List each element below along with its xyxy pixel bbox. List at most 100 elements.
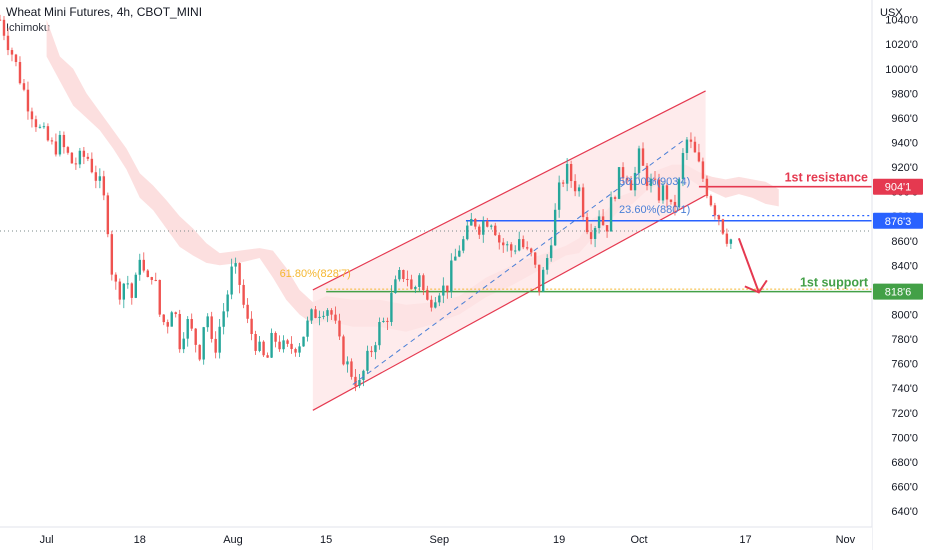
candle-body — [470, 219, 473, 226]
candle-body — [186, 318, 189, 339]
candle-body — [274, 332, 277, 342]
candle-body — [382, 320, 385, 322]
candle-body — [290, 343, 293, 350]
candle-body — [266, 355, 269, 358]
y-tick-label: 940'0 — [891, 137, 918, 149]
candle-body — [569, 164, 573, 182]
y-tick-label: 1020'0 — [885, 39, 918, 51]
candle-body — [302, 336, 305, 347]
annotations: 50.00%(903'4) 23.60%(880'1) 61.80%(828'7) 1… — [280, 138, 869, 385]
candle-body — [50, 140, 54, 142]
candle-body — [577, 187, 581, 192]
y-tick-label: 700'0 — [891, 432, 918, 444]
price-tag-2 — [873, 283, 923, 300]
candle-body — [637, 148, 641, 173]
candle-body — [633, 172, 637, 191]
candle-body — [621, 167, 625, 178]
currency-label: USX — [880, 7, 903, 19]
candle-body — [613, 197, 617, 199]
candle-body — [126, 283, 130, 285]
fib-label-0: 50.00%(903'4) — [619, 176, 690, 188]
fib-label-1: 23.60%(880'1) — [619, 204, 690, 216]
candle-body — [158, 279, 161, 315]
price-tag-text-2: 818'6 — [885, 287, 912, 299]
y-tick-label: 640'0 — [891, 506, 918, 518]
price-tag-text-0: 904'1 — [885, 182, 912, 194]
candle-body — [62, 134, 66, 148]
candle-body — [573, 181, 577, 192]
level-label-0: 1st resistance — [785, 171, 868, 185]
candle-body — [729, 239, 733, 244]
candle-body — [14, 54, 18, 63]
candle-body — [338, 320, 341, 337]
candle-body — [418, 275, 421, 287]
candle-body — [146, 270, 149, 278]
candle-body — [506, 244, 509, 246]
candle-body — [478, 226, 481, 235]
candle-body — [374, 345, 377, 353]
candle-body — [162, 314, 165, 323]
candle-body — [194, 328, 197, 345]
candle-body — [174, 312, 177, 315]
candle-body — [242, 284, 245, 305]
candle-body — [717, 215, 721, 220]
candle-body — [330, 310, 333, 315]
candle-body — [669, 199, 673, 202]
candle-body — [202, 327, 205, 360]
candle-body — [138, 259, 141, 275]
channel-fill — [312, 90, 706, 411]
price-channel — [312, 90, 706, 411]
candle-body — [649, 178, 653, 186]
candle-body — [10, 50, 14, 55]
candle-body — [406, 278, 409, 280]
candle-body — [342, 336, 345, 365]
x-axis-background — [0, 527, 872, 550]
candle-body — [426, 290, 429, 300]
candle-body — [529, 248, 533, 253]
x-tick-label: Aug — [223, 534, 243, 546]
candle-body — [597, 216, 601, 229]
candle-body — [362, 370, 365, 381]
candle-body — [170, 312, 173, 327]
indicator-label: Ichimoku — [6, 22, 51, 34]
candle-body — [354, 376, 357, 386]
candle-body — [234, 263, 237, 267]
candle-body — [54, 141, 58, 155]
candle-body — [118, 281, 122, 300]
candle-body — [386, 320, 389, 323]
candle-body — [673, 201, 677, 208]
x-tick-label: Oct — [630, 534, 647, 546]
candle-body — [262, 341, 265, 356]
candle-body — [26, 89, 30, 112]
candle-body — [458, 250, 461, 257]
forecast-arrow-shaft — [737, 237, 760, 293]
candle-body — [665, 185, 669, 200]
candle-body — [334, 314, 337, 321]
x-tick-label: 18 — [134, 534, 146, 546]
candle-body — [446, 285, 449, 292]
candle-body — [350, 361, 353, 377]
candle-body — [270, 332, 273, 358]
candle-body — [486, 220, 489, 227]
candle-body — [250, 318, 253, 335]
y-tick-label: 1040'0 — [885, 15, 918, 27]
candle-body — [450, 260, 453, 292]
candle-body — [218, 326, 221, 353]
candle-body — [110, 234, 114, 275]
candle-body — [222, 311, 225, 327]
candle-body — [246, 304, 249, 319]
candle-body — [70, 152, 74, 164]
y-tick-label: 920'0 — [891, 162, 918, 174]
candle-body — [182, 338, 185, 350]
candle-body — [42, 126, 46, 128]
y-tick-label: 980'0 — [891, 88, 918, 100]
candle-body — [6, 35, 10, 51]
candle-body — [230, 266, 233, 295]
forecast-arrow-head — [744, 279, 768, 294]
candle-body — [414, 286, 417, 289]
candle-body — [134, 274, 137, 298]
candle-body — [294, 349, 297, 353]
candle-body — [178, 314, 181, 350]
